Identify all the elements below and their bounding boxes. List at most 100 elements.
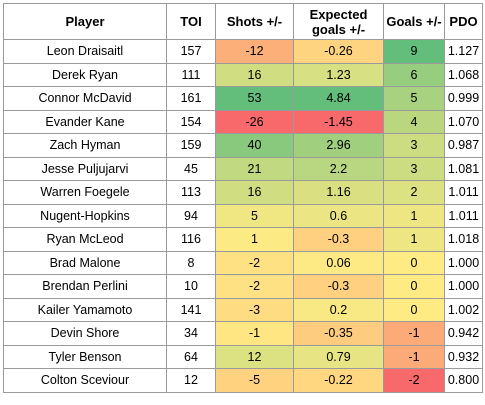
cell-player: Jesse Puljujarvi bbox=[4, 157, 167, 181]
cell-goals: 5 bbox=[384, 87, 445, 111]
cell-goals: 2 bbox=[384, 181, 445, 205]
cell-toi: 161 bbox=[167, 87, 216, 111]
cell-pdo: 0.999 bbox=[445, 87, 483, 111]
stats-table: Player TOI Shots +/- Expected goals +/- … bbox=[3, 3, 483, 393]
cell-pdo: 1.070 bbox=[445, 110, 483, 134]
cell-pdo: 0.800 bbox=[445, 369, 483, 393]
cell-pdo: 1.011 bbox=[445, 181, 483, 205]
cell-pdo: 1.068 bbox=[445, 63, 483, 87]
cell-goals: 0 bbox=[384, 251, 445, 275]
cell-pdo: 1.018 bbox=[445, 228, 483, 252]
cell-player: Colton Sceviour bbox=[4, 369, 167, 393]
cell-goals: 1 bbox=[384, 228, 445, 252]
cell-pdo: 1.000 bbox=[445, 275, 483, 299]
header-pdo: PDO bbox=[445, 4, 483, 40]
cell-expected-goals: 2.2 bbox=[294, 157, 384, 181]
cell-expected-goals: -0.35 bbox=[294, 322, 384, 346]
cell-expected-goals: -1.45 bbox=[294, 110, 384, 134]
cell-player: Devin Shore bbox=[4, 322, 167, 346]
cell-toi: 45 bbox=[167, 157, 216, 181]
cell-shots: 1 bbox=[216, 228, 294, 252]
cell-expected-goals: 0.2 bbox=[294, 298, 384, 322]
cell-player: Derek Ryan bbox=[4, 63, 167, 87]
cell-goals: 6 bbox=[384, 63, 445, 87]
cell-shots: -5 bbox=[216, 369, 294, 393]
cell-toi: 12 bbox=[167, 369, 216, 393]
table-row: Devin Shore34-1-0.35-10.942 bbox=[4, 322, 483, 346]
cell-shots: 21 bbox=[216, 157, 294, 181]
cell-expected-goals: 0.6 bbox=[294, 204, 384, 228]
header-expected-goals: Expected goals +/- bbox=[294, 4, 384, 40]
cell-player: Zach Hyman bbox=[4, 134, 167, 158]
cell-shots: -2 bbox=[216, 251, 294, 275]
cell-pdo: 0.932 bbox=[445, 345, 483, 369]
cell-expected-goals: 0.79 bbox=[294, 345, 384, 369]
cell-goals: 0 bbox=[384, 298, 445, 322]
header-row: Player TOI Shots +/- Expected goals +/- … bbox=[4, 4, 483, 40]
cell-expected-goals: -0.22 bbox=[294, 369, 384, 393]
cell-pdo: 1.000 bbox=[445, 251, 483, 275]
table-row: Zach Hyman159402.9630.987 bbox=[4, 134, 483, 158]
table-row: Jesse Puljujarvi45212.231.081 bbox=[4, 157, 483, 181]
cell-toi: 159 bbox=[167, 134, 216, 158]
cell-player: Leon Draisaitl bbox=[4, 40, 167, 64]
cell-toi: 116 bbox=[167, 228, 216, 252]
cell-shots: 16 bbox=[216, 181, 294, 205]
cell-shots: 40 bbox=[216, 134, 294, 158]
table-row: Connor McDavid161534.8450.999 bbox=[4, 87, 483, 111]
cell-expected-goals: 2.96 bbox=[294, 134, 384, 158]
cell-pdo: 0.987 bbox=[445, 134, 483, 158]
cell-expected-goals: 1.23 bbox=[294, 63, 384, 87]
table-body: Leon Draisaitl157-12-0.2691.127Derek Rya… bbox=[4, 40, 483, 393]
table-row: Nugent-Hopkins9450.611.011 bbox=[4, 204, 483, 228]
header-expected-goals-line2: goals +/- bbox=[312, 22, 365, 37]
table-row: Brendan Perlini10-2-0.301.000 bbox=[4, 275, 483, 299]
cell-shots: 12 bbox=[216, 345, 294, 369]
table-row: Derek Ryan111161.2361.068 bbox=[4, 63, 483, 87]
cell-pdo: 1.011 bbox=[445, 204, 483, 228]
header-goals: Goals +/- bbox=[384, 4, 445, 40]
cell-expected-goals: -0.3 bbox=[294, 228, 384, 252]
cell-player: Nugent-Hopkins bbox=[4, 204, 167, 228]
table-row: Kailer Yamamoto141-30.201.002 bbox=[4, 298, 483, 322]
cell-pdo: 0.942 bbox=[445, 322, 483, 346]
cell-toi: 64 bbox=[167, 345, 216, 369]
cell-expected-goals: 1.16 bbox=[294, 181, 384, 205]
cell-pdo: 1.002 bbox=[445, 298, 483, 322]
cell-expected-goals: -0.26 bbox=[294, 40, 384, 64]
cell-goals: -1 bbox=[384, 345, 445, 369]
header-toi: TOI bbox=[167, 4, 216, 40]
cell-toi: 8 bbox=[167, 251, 216, 275]
table-row: Warren Foegele113161.1621.011 bbox=[4, 181, 483, 205]
cell-goals: 3 bbox=[384, 157, 445, 181]
header-player: Player bbox=[4, 4, 167, 40]
cell-goals: 3 bbox=[384, 134, 445, 158]
cell-toi: 10 bbox=[167, 275, 216, 299]
cell-player: Connor McDavid bbox=[4, 87, 167, 111]
cell-toi: 34 bbox=[167, 322, 216, 346]
table-row: Tyler Benson64120.79-10.932 bbox=[4, 345, 483, 369]
cell-toi: 94 bbox=[167, 204, 216, 228]
cell-shots: -1 bbox=[216, 322, 294, 346]
cell-pdo: 1.081 bbox=[445, 157, 483, 181]
cell-shots: 5 bbox=[216, 204, 294, 228]
cell-toi: 157 bbox=[167, 40, 216, 64]
cell-toi: 141 bbox=[167, 298, 216, 322]
cell-expected-goals: 0.06 bbox=[294, 251, 384, 275]
cell-shots: -12 bbox=[216, 40, 294, 64]
table-row: Brad Malone8-20.0601.000 bbox=[4, 251, 483, 275]
cell-pdo: 1.127 bbox=[445, 40, 483, 64]
cell-goals: -1 bbox=[384, 322, 445, 346]
cell-player: Brendan Perlini bbox=[4, 275, 167, 299]
cell-shots: 53 bbox=[216, 87, 294, 111]
cell-expected-goals: 4.84 bbox=[294, 87, 384, 111]
cell-player: Kailer Yamamoto bbox=[4, 298, 167, 322]
cell-player: Brad Malone bbox=[4, 251, 167, 275]
table-row: Ryan McLeod1161-0.311.018 bbox=[4, 228, 483, 252]
cell-shots: 16 bbox=[216, 63, 294, 87]
cell-goals: 9 bbox=[384, 40, 445, 64]
table-row: Evander Kane154-26-1.4541.070 bbox=[4, 110, 483, 134]
cell-toi: 111 bbox=[167, 63, 216, 87]
cell-player: Ryan McLeod bbox=[4, 228, 167, 252]
cell-goals: 0 bbox=[384, 275, 445, 299]
